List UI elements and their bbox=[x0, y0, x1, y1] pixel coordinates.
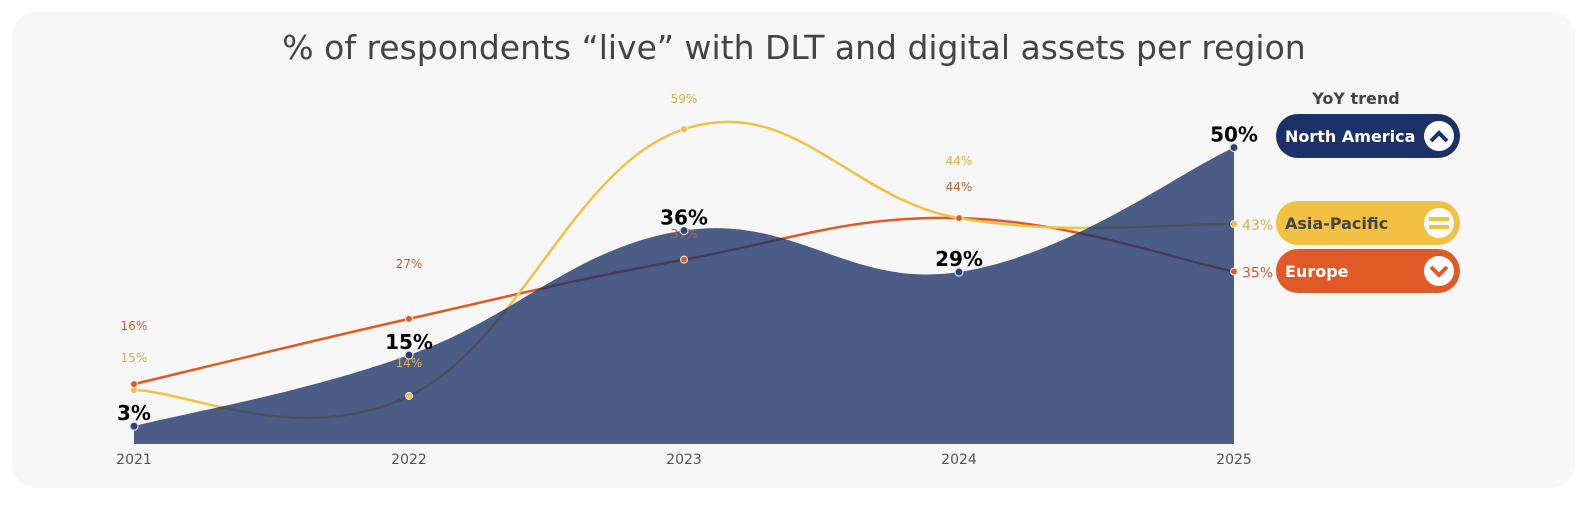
chart-title: % of respondents “live” with DLT and dig… bbox=[282, 28, 1306, 67]
trend-down-icon bbox=[1424, 256, 1454, 286]
data-point bbox=[405, 314, 413, 323]
x-tick-label: 2025 bbox=[1216, 452, 1252, 468]
data-label: 35% bbox=[1242, 265, 1273, 281]
data-point bbox=[404, 350, 414, 360]
legend-asia-pacific: Asia-Pacific bbox=[1276, 201, 1460, 245]
legend-label: North America bbox=[1285, 126, 1416, 146]
data-label: 44% bbox=[946, 180, 973, 194]
x-tick-label: 2021 bbox=[116, 452, 152, 468]
data-label: 36% bbox=[660, 206, 708, 230]
trend-up-icon bbox=[1424, 121, 1454, 151]
data-label: 29% bbox=[935, 247, 983, 271]
data-label: 50% bbox=[1210, 123, 1258, 147]
data-point bbox=[130, 380, 138, 389]
data-label: 59% bbox=[671, 92, 698, 106]
data-point bbox=[955, 214, 963, 223]
data-point bbox=[680, 255, 688, 264]
data-point bbox=[679, 225, 689, 236]
data-label: 3% bbox=[117, 401, 151, 425]
data-point bbox=[954, 267, 964, 277]
x-tick-label: 2024 bbox=[941, 452, 977, 468]
data-point bbox=[405, 391, 413, 400]
legend-title: YoY trend bbox=[1312, 89, 1400, 108]
data-point bbox=[129, 421, 139, 431]
data-point bbox=[680, 125, 688, 134]
x-tick-label: 2023 bbox=[666, 452, 702, 468]
x-tick-label: 2022 bbox=[391, 452, 427, 468]
legend-label: Europe bbox=[1285, 261, 1349, 281]
data-label: 16% bbox=[121, 319, 148, 333]
data-label: 27% bbox=[396, 257, 423, 271]
data-point bbox=[1230, 267, 1238, 276]
trend-flat-icon bbox=[1424, 208, 1454, 238]
legend-north-america: North America bbox=[1276, 114, 1460, 158]
data-label: 14% bbox=[396, 356, 423, 370]
series-area-north-america bbox=[134, 147, 1234, 444]
data-label: 15% bbox=[385, 330, 433, 354]
data-label: 43% bbox=[1242, 218, 1273, 234]
data-point bbox=[1230, 220, 1238, 229]
data-label: 44% bbox=[946, 154, 973, 168]
legend-label: Asia-Pacific bbox=[1285, 213, 1389, 233]
legend-europe: Europe bbox=[1276, 249, 1460, 293]
data-label: 15% bbox=[121, 351, 148, 365]
data-point bbox=[1229, 142, 1239, 153]
